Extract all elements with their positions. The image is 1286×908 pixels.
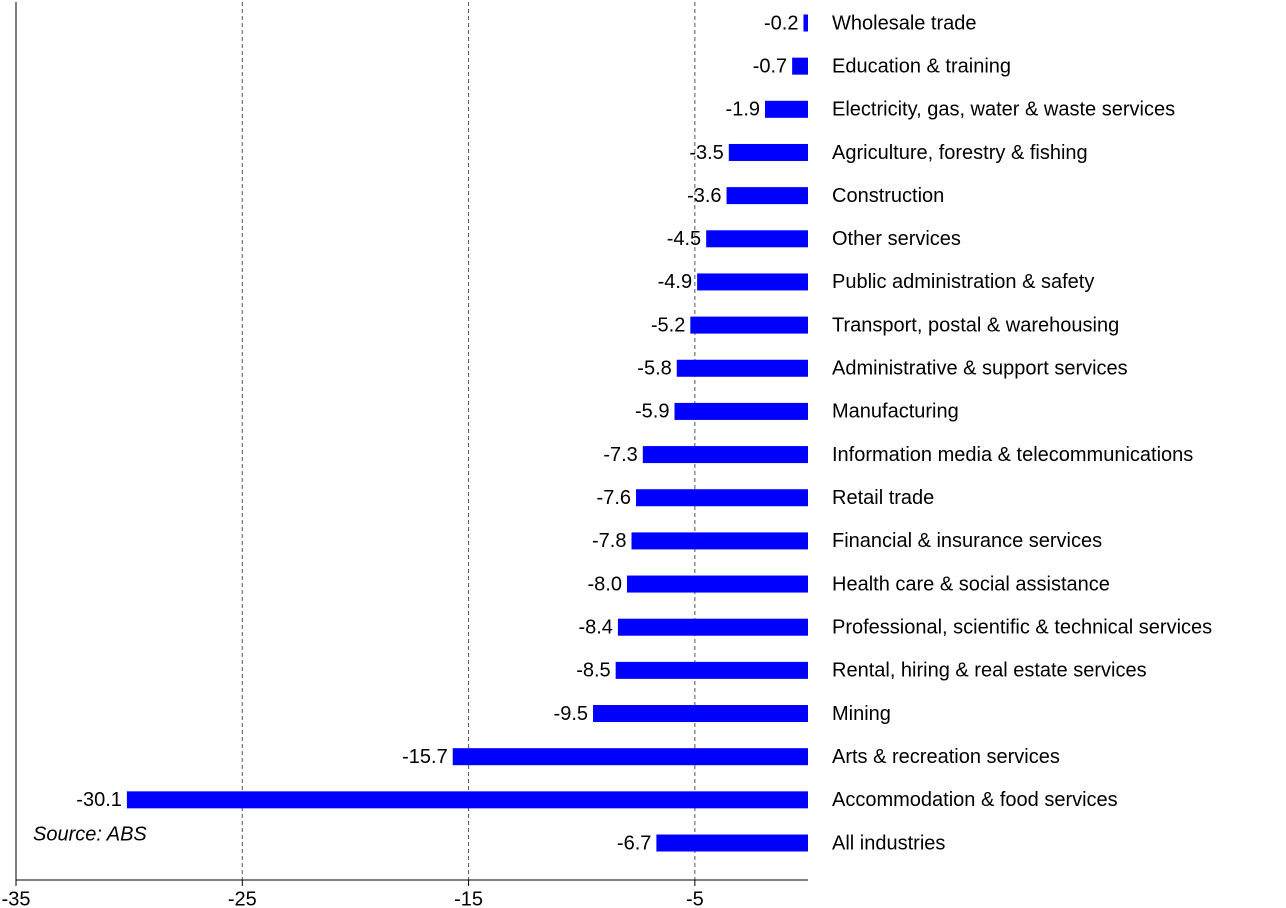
annotation: Source: ABS (33, 823, 147, 845)
category-label: Mining (832, 703, 891, 725)
bar (674, 402, 808, 420)
data-label: -5.8 (637, 358, 671, 380)
x-tick-label: -25 (228, 888, 257, 908)
bar (803, 14, 808, 32)
x-tick-label: -15 (454, 888, 483, 908)
bar (631, 532, 808, 550)
data-label: -15.7 (402, 746, 448, 768)
bar (690, 316, 808, 334)
data-label: -5.2 (651, 314, 685, 336)
bar (126, 791, 808, 809)
bar (676, 359, 808, 377)
category-label: All industries (832, 832, 945, 854)
data-label: -8.5 (576, 660, 610, 682)
data-label: -6.7 (617, 832, 651, 854)
data-label: -0.7 (753, 55, 787, 77)
bar (617, 618, 808, 636)
data-label: -30.1 (76, 789, 122, 811)
data-label: -3.5 (689, 142, 723, 164)
x-tick-label: -35 (2, 888, 31, 908)
category-label: Information media & telecommunications (832, 444, 1193, 466)
bar (636, 489, 808, 507)
data-label: -7.3 (603, 444, 637, 466)
data-label: -7.8 (592, 530, 626, 552)
data-label: -0.2 (764, 12, 798, 34)
bar (615, 661, 808, 679)
category-label: Wholesale trade (832, 12, 977, 34)
bar (697, 273, 808, 291)
category-label: Manufacturing (832, 401, 959, 423)
data-label: -3.6 (687, 185, 721, 207)
bar (765, 100, 808, 118)
category-label: Retail trade (832, 487, 934, 509)
x-tick-label: -5 (686, 888, 704, 908)
category-label: Construction (832, 185, 944, 207)
category-label: Professional, scientific & technical ser… (832, 616, 1212, 638)
bar (728, 143, 808, 161)
category-label: Electricity, gas, water & waste services (832, 99, 1175, 121)
category-label: Agriculture, forestry & fishing (832, 142, 1088, 164)
category-label: Administrative & support services (832, 358, 1128, 380)
category-label: Financial & insurance services (832, 530, 1102, 552)
bar (792, 57, 808, 75)
data-label: -9.5 (554, 703, 588, 725)
category-label: Education & training (832, 55, 1011, 77)
category-label: Rental, hiring & real estate services (832, 660, 1147, 682)
bar (642, 446, 808, 464)
bar (656, 834, 808, 852)
category-label: Other services (832, 228, 961, 250)
data-label: -4.5 (667, 228, 701, 250)
bar (593, 705, 808, 723)
bar (706, 230, 808, 248)
bar (452, 748, 808, 766)
data-label: -8.0 (588, 573, 622, 595)
category-label: Transport, postal & warehousing (832, 314, 1119, 336)
category-label: Public administration & safety (832, 271, 1094, 293)
data-label: -4.9 (658, 271, 692, 293)
data-label: -1.9 (726, 99, 760, 121)
bar (626, 575, 808, 593)
data-label: -8.4 (578, 616, 612, 638)
category-label: Health care & social assistance (832, 573, 1110, 595)
category-label: Arts & recreation services (832, 746, 1060, 768)
bar (726, 187, 808, 205)
category-label: Accommodation & food services (832, 789, 1118, 811)
data-label: -7.6 (597, 487, 631, 509)
data-label: -5.9 (635, 401, 669, 423)
